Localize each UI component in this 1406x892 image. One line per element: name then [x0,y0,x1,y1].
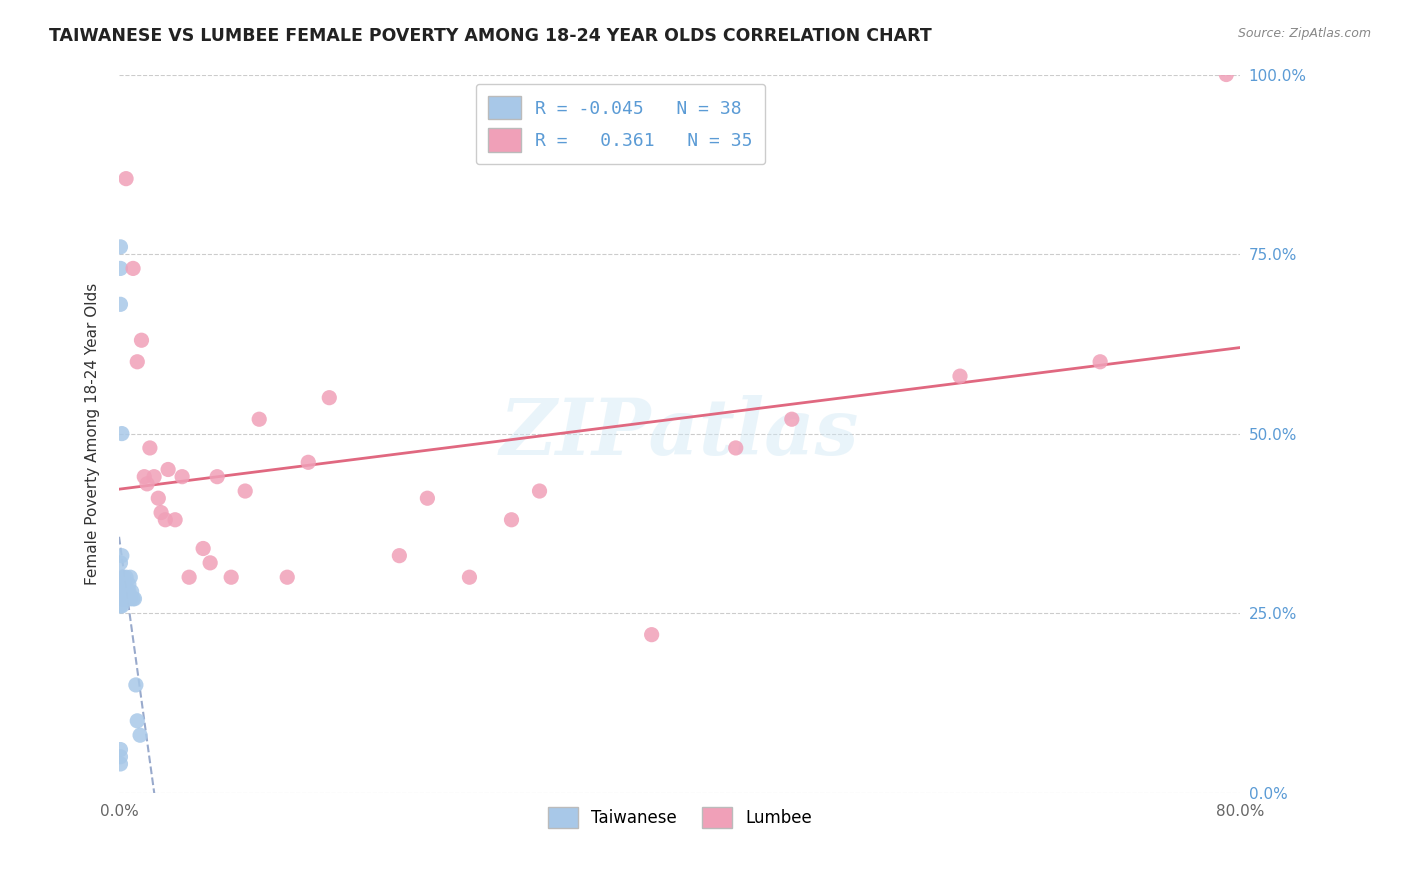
Point [115,584,138,599]
Point [124,591,146,606]
Point [501,513,523,527]
Point [111,426,134,441]
Point [115,570,138,584]
Point [127,714,149,728]
Point [165,513,187,527]
Legend: Taiwanese, Lumbee: Taiwanese, Lumbee [541,800,818,835]
Point [150,506,173,520]
Point [118,584,141,599]
Point [127,355,149,369]
Point [129,728,152,742]
Point [134,469,156,483]
Point [640,628,662,642]
Point [529,483,551,498]
Point [110,756,132,771]
Point [111,570,134,584]
Text: ZIPatlas: ZIPatlas [501,395,859,472]
Point [297,455,319,469]
Point [120,570,142,584]
Point [110,742,132,756]
Point [112,584,135,599]
Point [112,577,135,591]
Text: TAIWANESE VS LUMBEE FEMALE POVERTY AMONG 18-24 YEAR OLDS CORRELATION CHART: TAIWANESE VS LUMBEE FEMALE POVERTY AMONG… [49,27,932,45]
Y-axis label: Female Poverty Among 18-24 Year Olds: Female Poverty Among 18-24 Year Olds [86,283,100,585]
Point [115,591,138,606]
Point [233,483,256,498]
Point [121,584,143,599]
Point [122,591,145,606]
Point [205,469,228,483]
Point [110,240,132,254]
Point [136,476,159,491]
Point [117,584,139,599]
Point [143,469,166,483]
Point [110,556,132,570]
Point [112,570,135,584]
Point [110,261,132,276]
Point [114,591,136,606]
Point [247,412,270,426]
Point [120,591,142,606]
Point [110,584,132,599]
Point [111,584,134,599]
Point [125,678,148,692]
Point [276,570,298,584]
Point [117,591,139,606]
Point [780,412,803,426]
Point [118,577,141,591]
Point [110,749,132,764]
Point [198,556,221,570]
Point [139,441,162,455]
Point [1088,355,1111,369]
Point [388,549,411,563]
Point [318,391,340,405]
Point [114,584,136,599]
Point [131,333,153,347]
Point [219,570,242,584]
Point [110,599,132,613]
Point [157,462,180,476]
Point [115,171,138,186]
Point [111,549,134,563]
Point [111,599,134,613]
Point [122,261,145,276]
Point [110,577,132,591]
Point [191,541,214,556]
Point [111,591,134,606]
Point [949,369,972,384]
Point [155,513,177,527]
Point [114,577,136,591]
Point [148,491,170,506]
Point [179,570,201,584]
Point [110,297,132,311]
Point [172,469,194,483]
Point [112,591,135,606]
Text: Source: ZipAtlas.com: Source: ZipAtlas.com [1237,27,1371,40]
Point [1215,68,1237,82]
Point [416,491,439,506]
Point [458,570,481,584]
Point [724,441,747,455]
